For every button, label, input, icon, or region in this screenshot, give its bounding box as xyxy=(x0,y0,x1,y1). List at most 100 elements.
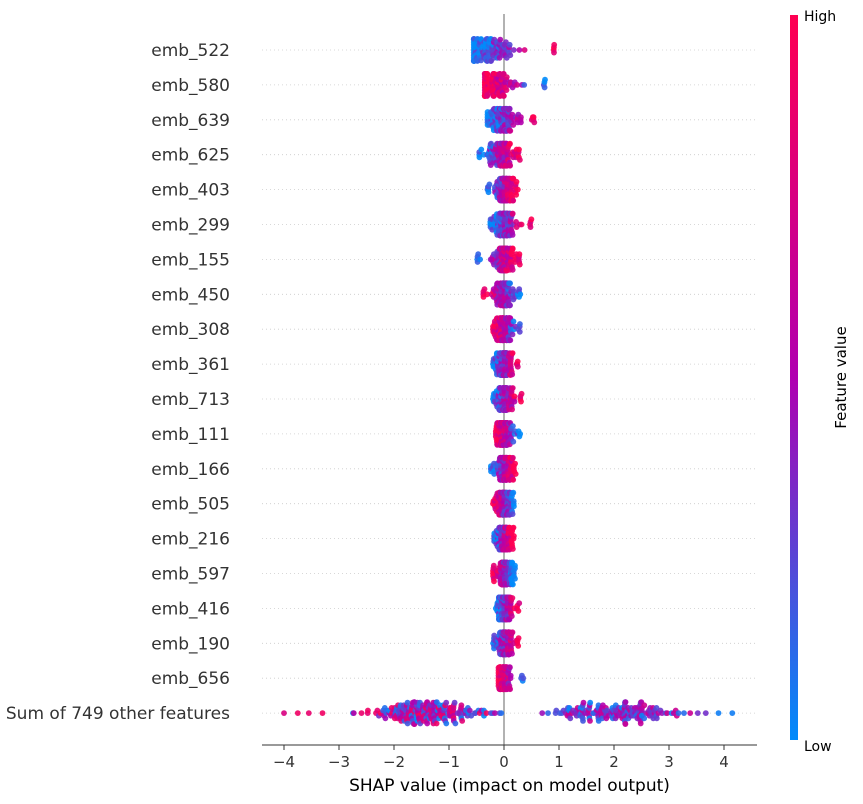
x-tick-label: −4 xyxy=(273,753,295,771)
data-point xyxy=(483,710,490,716)
data-point xyxy=(497,36,504,43)
data-point xyxy=(580,718,586,724)
data-point xyxy=(510,197,517,204)
data-point xyxy=(517,157,523,163)
feature-label: emb_656 xyxy=(151,669,230,689)
feature-label: emb_216 xyxy=(151,530,230,550)
data-point xyxy=(531,119,538,126)
data-point xyxy=(517,431,524,437)
data-point xyxy=(509,629,516,636)
feature-label: emb_505 xyxy=(151,495,230,515)
data-point xyxy=(675,710,682,716)
data-point xyxy=(503,87,510,93)
feature-label: emb_639 xyxy=(151,111,230,131)
data-point xyxy=(486,181,493,188)
data-point xyxy=(477,256,483,263)
x-axis: −4 −3 −2 −1 0 1 2 3 4 xyxy=(262,744,757,771)
data-point xyxy=(443,720,450,727)
data-point xyxy=(518,398,524,405)
data-point xyxy=(485,189,492,196)
data-point xyxy=(507,52,514,59)
data-point xyxy=(506,41,513,48)
colorbar-low-label: Low xyxy=(804,739,832,755)
data-point xyxy=(510,438,517,445)
feature-label: emb_522 xyxy=(151,41,230,61)
colorbar-title: Feature value xyxy=(832,326,850,428)
data-point xyxy=(516,47,523,53)
data-point xyxy=(516,328,523,335)
data-point xyxy=(484,291,490,298)
data-point xyxy=(490,562,497,569)
data-point xyxy=(514,82,520,88)
data-point xyxy=(506,105,513,112)
data-point xyxy=(507,280,513,287)
x-tick-label: 4 xyxy=(719,753,729,771)
data-point xyxy=(517,321,523,327)
data-point xyxy=(491,578,497,585)
data-point xyxy=(641,715,648,722)
feature-label: emb_580 xyxy=(151,76,230,96)
data-point xyxy=(517,291,524,298)
data-point xyxy=(305,710,312,716)
data-point xyxy=(513,191,520,198)
data-point xyxy=(511,393,518,400)
colorbar-high-label: High xyxy=(804,9,836,25)
data-point xyxy=(516,286,523,292)
data-point xyxy=(622,699,629,705)
data-point xyxy=(507,686,513,693)
data-point xyxy=(694,710,701,716)
data-point xyxy=(587,699,594,706)
data-point xyxy=(516,251,523,258)
data-point xyxy=(509,371,516,378)
colorbar: High Low Feature value xyxy=(790,9,850,755)
data-point xyxy=(514,358,521,365)
x-tick-label: −2 xyxy=(383,753,405,771)
data-point xyxy=(451,699,458,706)
data-point xyxy=(511,533,517,539)
data-point xyxy=(514,363,521,370)
feature-label: emb_155 xyxy=(151,250,230,270)
data-point xyxy=(476,154,483,161)
feature-label: emb_416 xyxy=(151,599,230,619)
data-point xyxy=(509,650,515,657)
data-point xyxy=(659,710,665,716)
x-tick-label: 0 xyxy=(499,753,509,771)
data-point xyxy=(509,245,516,252)
data-point xyxy=(521,82,528,88)
data-point xyxy=(498,710,505,716)
data-point xyxy=(518,390,525,397)
x-axis-title: SHAP value (impact on model output) xyxy=(349,776,670,796)
data-point xyxy=(518,221,525,228)
data-point xyxy=(443,699,450,706)
data-point xyxy=(512,460,518,467)
data-point xyxy=(404,720,411,727)
data-point xyxy=(512,575,518,582)
feature-label: emb_450 xyxy=(151,285,230,305)
data-point xyxy=(580,699,587,706)
data-point xyxy=(509,385,516,391)
data-point xyxy=(507,672,514,679)
feature-label: Sum of 749 other features xyxy=(6,704,230,724)
data-point xyxy=(622,721,629,727)
data-point xyxy=(492,710,498,716)
data-point xyxy=(513,178,520,185)
feature-label: emb_111 xyxy=(151,425,230,445)
row-guide-lines xyxy=(262,49,757,714)
data-point xyxy=(509,595,516,601)
data-point xyxy=(491,632,498,639)
data-point xyxy=(433,720,440,727)
data-point xyxy=(294,710,301,716)
feature-label: emb_403 xyxy=(151,181,230,201)
data-point xyxy=(521,47,528,53)
data-point xyxy=(509,266,516,273)
data-point xyxy=(653,715,660,722)
data-point xyxy=(567,715,574,722)
data-point xyxy=(512,562,518,569)
data-point xyxy=(515,643,522,649)
data-point xyxy=(358,710,365,716)
data-point xyxy=(528,216,535,223)
data-point xyxy=(510,423,516,429)
x-tick-label: 1 xyxy=(554,753,564,771)
data-point xyxy=(687,710,694,716)
data-point xyxy=(478,146,485,153)
